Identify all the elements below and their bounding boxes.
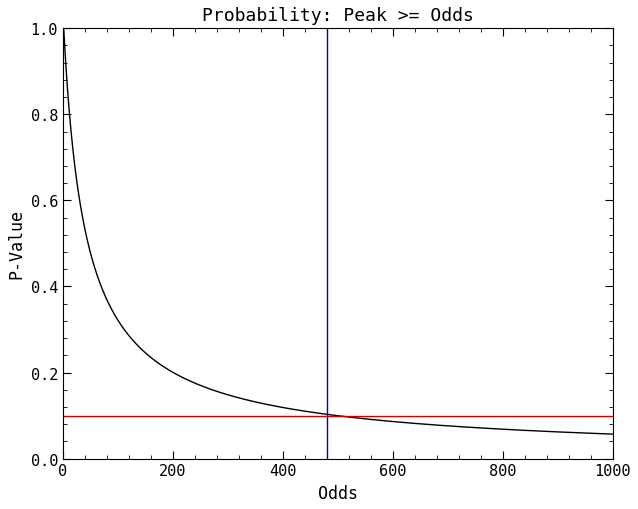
X-axis label: Odds: Odds: [318, 484, 358, 502]
Title: Probability: Peak >= Odds: Probability: Peak >= Odds: [202, 7, 473, 25]
Y-axis label: P-Value: P-Value: [7, 209, 25, 279]
